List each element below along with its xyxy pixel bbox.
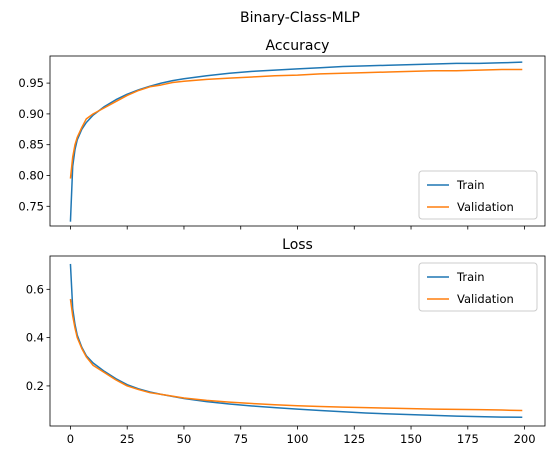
accuracy-ytick-label: 0.90 (18, 107, 44, 121)
accuracy-ytick-label: 0.85 (18, 138, 44, 152)
accuracy-ytick-label: 0.75 (18, 199, 44, 213)
loss-xtick-label: 150 (400, 432, 422, 446)
loss-xtick-label: 0 (67, 432, 74, 446)
loss-xtick-label: 100 (287, 432, 309, 446)
loss-xtick-label: 25 (120, 432, 135, 446)
loss-series-validation-line (69, 298, 523, 412)
accuracy-legend-label-validation: Validation (457, 200, 514, 214)
loss-ytick-label: 0.2 (26, 379, 44, 393)
accuracy-legend-label-train: Train (456, 178, 485, 192)
accuracy-ytick-label: 0.95 (18, 76, 44, 90)
accuracy-plot: 0.75 0.80 0.85 0.90 0.95 Train Validation (18, 55, 546, 230)
loss-plot: 0.2 0.4 0.6 0 25 50 75 100 125 150 175 200 Train Vali… (26, 255, 546, 446)
figure-title: Binary-Class-MLP (240, 10, 360, 26)
loss-xtick-label: 50 (177, 432, 192, 446)
loss-xtick-label: 200 (514, 432, 536, 446)
loss-ytick-label: 0.6 (26, 282, 44, 296)
loss-xtick-label: 125 (343, 432, 365, 446)
loss-legend-label-train: Train (456, 270, 485, 284)
accuracy-series-validation-line (69, 68, 523, 179)
loss-legend-label-validation: Validation (457, 292, 514, 306)
loss-subplot-title: Loss (282, 237, 313, 253)
loss-xtick-label: 75 (233, 432, 248, 446)
loss-xtick-label: 175 (457, 432, 479, 446)
accuracy-subplot-title: Accuracy (266, 38, 330, 54)
accuracy-ytick-label: 0.80 (18, 168, 44, 182)
loss-ytick-label: 0.4 (26, 331, 44, 345)
accuracy-series-train-line (69, 61, 523, 222)
